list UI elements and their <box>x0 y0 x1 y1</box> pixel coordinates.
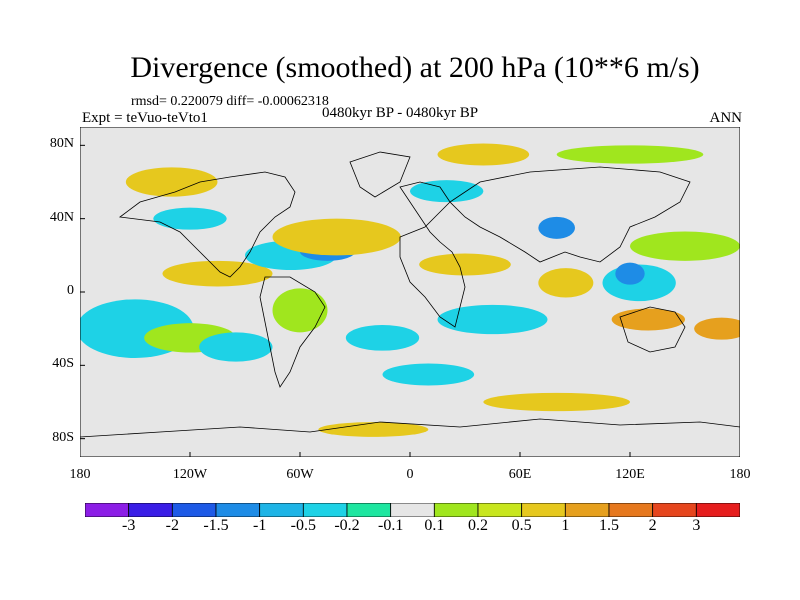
colorbar-swatch <box>608 503 654 517</box>
divergence-contour-10 <box>419 253 511 276</box>
colorbar-label: -1.5 <box>203 517 229 534</box>
colorbar-label: -1 <box>252 517 267 534</box>
colorbar-swatch <box>128 503 173 517</box>
divergence-contour-25 <box>318 422 429 437</box>
colorbar-label: -0.5 <box>290 517 316 534</box>
colorbar-swatch <box>652 503 697 517</box>
divergence-contour-22 <box>153 207 227 230</box>
colorbar-swatch <box>477 503 523 517</box>
colorbar <box>85 503 740 517</box>
colorbar-label: 1.5 <box>599 517 619 534</box>
lat-tick-label: 40N <box>49 209 74 225</box>
lon-tick-label: 0 <box>406 467 414 482</box>
divergence-contour-6 <box>272 218 401 256</box>
colorbar-label: 0.5 <box>511 517 532 534</box>
period-label: 0480kyr BP - 0480kyr BP <box>322 105 479 121</box>
divergence-contour-26 <box>694 317 740 340</box>
divergence-contour-12 <box>382 363 475 386</box>
divergence-contour-13 <box>538 216 575 239</box>
divergence-contour-7 <box>199 332 273 362</box>
plot-title: Divergence (smoothed) at 200 hPa (10**6 … <box>130 51 700 84</box>
colorbar-swatch <box>171 503 217 517</box>
divergence-contour-24 <box>483 392 630 412</box>
lon-tick-label: 120W <box>172 467 208 482</box>
divergence-contour-8 <box>272 288 328 333</box>
colorbar-label: 1 <box>561 517 570 534</box>
colorbar-swatch <box>521 503 566 517</box>
divergence-contour-23 <box>410 180 484 203</box>
colorbar-swatch <box>433 503 479 517</box>
colorbar-swatch <box>85 503 130 517</box>
coastline-south-america <box>259 276 326 388</box>
colorbar-label: 2 <box>648 517 657 534</box>
rmsd-diff-stats: rmsd= 0.220079 diff= -0.00062318 <box>131 94 329 109</box>
lat-tick-label: 0 <box>67 283 74 298</box>
divergence-map <box>80 127 740 457</box>
colorbar-label: 0.2 <box>468 517 488 534</box>
coastline-australia <box>619 306 686 353</box>
experiment-label: Expt = teVuo-teVto1 <box>82 110 208 126</box>
coastline-antarctica <box>80 418 740 438</box>
divergence-contour-16 <box>615 262 645 285</box>
colorbar-swatch <box>259 503 304 517</box>
divergence-contour-11 <box>437 304 548 335</box>
lat-tick-label: 80S <box>52 429 74 445</box>
colorbar-swatch <box>346 503 392 517</box>
divergence-contour-3 <box>162 260 273 287</box>
coastline-greenland <box>349 151 411 198</box>
colorbar-swatch <box>390 503 435 517</box>
coastlines <box>80 151 740 438</box>
divergence-contour-19 <box>437 143 530 166</box>
colorbar-label: 3 <box>692 517 701 534</box>
divergence-contour-9 <box>345 325 420 351</box>
colorbar-label: -3 <box>121 517 136 534</box>
colorbar-label: 0.1 <box>424 517 445 534</box>
colorbar-swatch <box>302 503 348 517</box>
coastline-north-america <box>118 171 296 278</box>
colorbar-label: -0.1 <box>377 517 404 534</box>
lon-tick-label: 60W <box>286 467 314 482</box>
lon-tick-label: 60E <box>508 467 532 482</box>
season-label: ANN <box>709 110 743 126</box>
colorbar-swatch <box>564 503 610 517</box>
divergence-contour-21 <box>125 167 218 197</box>
lat-tick-label: 80N <box>49 136 74 152</box>
divergence-contour-17 <box>630 231 740 261</box>
map-tickmarks <box>80 144 740 457</box>
lon-tick-label: 180 <box>69 467 91 482</box>
lon-tick-label: 120E <box>615 467 645 482</box>
colorbar-label: -2 <box>165 517 179 534</box>
lat-tick-label: 40S <box>52 356 74 372</box>
colorbar-swatch <box>695 503 740 517</box>
divergence-contour-20 <box>556 145 704 164</box>
coastline-asia <box>449 166 691 263</box>
lon-tick-label: 180 <box>729 467 751 482</box>
colorbar-swatch <box>215 503 261 517</box>
colorbar-label: -0.2 <box>334 517 360 534</box>
divergence-contour-14 <box>538 268 594 298</box>
divergence-field <box>80 143 740 437</box>
